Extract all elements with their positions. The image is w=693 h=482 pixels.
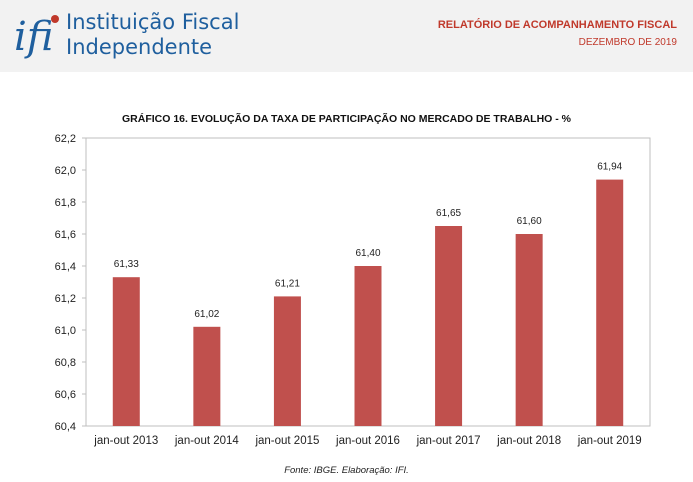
- data-label: 61,02: [194, 309, 219, 320]
- data-label: 61,21: [275, 278, 300, 289]
- data-label: 61,94: [597, 162, 622, 173]
- bar: [193, 326, 221, 426]
- institution-name-line1: Instituição Fiscal: [66, 10, 240, 34]
- x-tick-label: jan-out 2018: [496, 435, 561, 447]
- institution-name: Instituição Fiscal Independente: [66, 10, 239, 60]
- y-tick-label: 61,0: [55, 325, 76, 337]
- x-tick-label: jan-out 2019: [577, 435, 642, 447]
- report-info: RELATÓRIO DE ACOMPANHAMENTO FISCAL DEZEM…: [438, 18, 677, 50]
- data-label: 61,60: [517, 216, 542, 227]
- bar: [112, 277, 140, 426]
- report-date: DEZEMBRO DE 2019: [578, 37, 677, 48]
- chart-title: GRÁFICO 16. EVOLUÇÃO DA TAXA DE PARTICIP…: [122, 113, 571, 125]
- report-title: RELATÓRIO DE ACOMPANHAMENTO FISCAL: [437, 19, 677, 31]
- x-tick-label: jan-out 2016: [335, 435, 400, 447]
- bar: [435, 226, 463, 426]
- y-tick-label: 61,4: [55, 261, 76, 273]
- y-tick-label: 62,0: [55, 165, 76, 177]
- y-tick-label: 60,8: [55, 357, 76, 369]
- x-tick-label: jan-out 2017: [416, 435, 481, 447]
- x-tick-label: jan-out 2013: [93, 435, 158, 447]
- bar: [354, 266, 382, 426]
- bar: [273, 296, 301, 426]
- bar: [596, 179, 624, 426]
- institution-name-line2: Independente: [66, 35, 213, 59]
- y-tick-label: 61,2: [55, 293, 76, 305]
- y-tick-label: 61,6: [55, 229, 76, 241]
- y-tick-label: 61,8: [55, 197, 76, 209]
- data-label: 61,33: [114, 259, 139, 270]
- x-tick-label: jan-out 2014: [174, 435, 240, 447]
- source-note: Fonte: IBGE. Elaboração: IFI.: [284, 465, 409, 476]
- y-tick-label: 60,6: [55, 389, 76, 401]
- bar: [515, 234, 543, 426]
- svg-text:ifi: ifi: [14, 14, 53, 60]
- y-tick-label: 62,2: [55, 133, 76, 145]
- data-label: 61,65: [436, 208, 461, 219]
- x-tick-label: jan-out 2015: [254, 435, 319, 447]
- y-tick-label: 60,4: [55, 421, 76, 433]
- data-label: 61,40: [355, 248, 380, 259]
- ifi-logo-icon: ifi: [14, 14, 59, 60]
- report-header: ifi Instituição Fiscal Independente RELA…: [0, 0, 693, 72]
